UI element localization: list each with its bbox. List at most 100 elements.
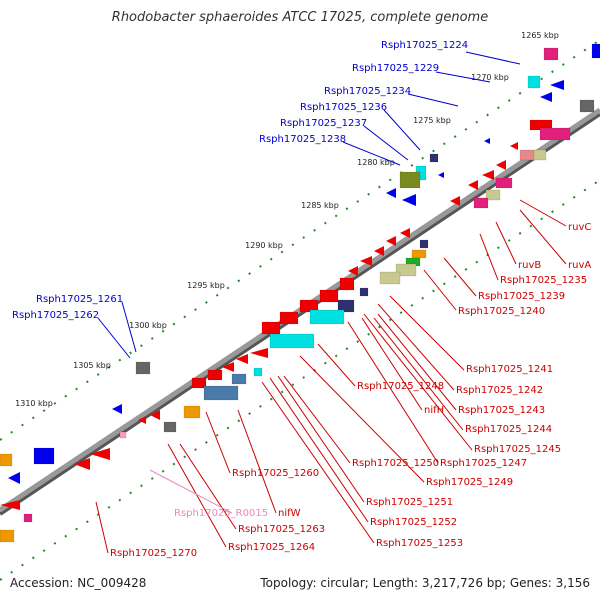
gene-feature-60 <box>386 188 396 198</box>
gene-feature-32 <box>222 362 234 372</box>
gene-label-rsph17025-1234: Rsph17025_1234 <box>324 86 411 97</box>
gene-label-ruvb: ruvB <box>518 260 541 271</box>
leader-rsph17025-1260 <box>205 411 231 474</box>
gene-label-rsph17025-1250: Rsph17025_1250 <box>352 458 439 469</box>
gene-feature-19 <box>395 263 417 277</box>
gene-feature-4 <box>510 142 518 150</box>
gene-label-rsph17025-1252: Rsph17025_1252 <box>370 517 457 528</box>
position-label-1280-kbp: 1280 kbp <box>357 158 395 167</box>
gene-feature-3 <box>533 149 547 161</box>
gene-feature-25 <box>279 311 299 325</box>
gene-label-ruva: ruvA <box>568 260 591 271</box>
leader-rsph17025-1253 <box>261 381 375 544</box>
gene-label-rsph17025-1229: Rsph17025_1229 <box>352 63 439 74</box>
leader-rsph17025-1240 <box>423 269 457 311</box>
gene-label-rsph17025-1260: Rsph17025_1260 <box>232 468 319 479</box>
gene-feature-50 <box>543 47 559 61</box>
gene-label-rsph17025-1239: Rsph17025_1239 <box>478 291 565 302</box>
map-title: Rhodobacter sphaeroides ATCC 17025, comp… <box>111 10 489 25</box>
gene-feature-7 <box>468 180 478 190</box>
gene-feature-38 <box>253 367 263 377</box>
leader-rsph17025-1264 <box>167 443 227 548</box>
gene-label-nifh: nifH <box>424 405 444 416</box>
gene-feature-22 <box>339 277 355 291</box>
leader-rsph17025-1224 <box>465 51 521 65</box>
gene-feature-2 <box>519 149 537 161</box>
position-label-1300-kbp: 1300 kbp <box>129 321 167 330</box>
position-label-1295-kbp: 1295 kbp <box>187 281 225 290</box>
gene-feature-13 <box>386 236 396 246</box>
leader-ruvc <box>519 199 567 227</box>
gene-feature-23 <box>319 289 339 303</box>
gene-feature-26 <box>261 321 281 335</box>
gene-feature-17 <box>411 249 427 259</box>
leader-ruvb <box>495 221 517 265</box>
position-label-1290-kbp: 1290 kbp <box>245 241 283 250</box>
gene-feature-48 <box>0 529 15 543</box>
gene-feature-49 <box>359 287 369 297</box>
gene-feature-51 <box>527 75 541 89</box>
gene-feature-10 <box>473 197 489 209</box>
gene-label-rsph17025-1244: Rsph17025_1244 <box>465 424 552 435</box>
gene-feature-46 <box>0 500 20 510</box>
leader-rsph17025-1234 <box>407 93 459 107</box>
gene-feature-66 <box>579 99 595 113</box>
leader-rsph17025-1248 <box>317 343 356 387</box>
gene-feature-21 <box>419 239 429 249</box>
gene-feature-41 <box>138 416 146 424</box>
position-label-1265-kbp: 1265 kbp <box>521 31 559 40</box>
gene-feature-34 <box>191 377 207 389</box>
gene-feature-61 <box>438 172 444 178</box>
gene-label-rsph17025-1241: Rsph17025_1241 <box>466 364 553 375</box>
gene-feature-30 <box>250 348 268 358</box>
gene-feature-43 <box>90 448 110 460</box>
gene-label-rsph17025-1270: Rsph17025_1270 <box>110 548 197 559</box>
gene-label-rsph17025-1264: Rsph17025_1264 <box>228 542 315 553</box>
gene-feature-12 <box>400 228 410 238</box>
gene-feature-40 <box>150 410 160 420</box>
gene-label-rsph17025-r0015: Rsph17025_R0015 <box>174 508 268 519</box>
gene-feature-53 <box>540 92 552 102</box>
leader-rsph17025-1237 <box>363 125 409 161</box>
leader-rsph17025-1251 <box>277 375 365 503</box>
leader-rsph17025-1252 <box>269 377 369 523</box>
gene-feature-14 <box>374 246 384 256</box>
gene-label-rsph17025-1240: Rsph17025_1240 <box>458 306 545 317</box>
leader-rsph17025-1244 <box>373 317 464 431</box>
gene-label-rsph17025-1236: Rsph17025_1236 <box>300 102 387 113</box>
leader-rsph17025-r0015 <box>149 469 233 514</box>
gene-label-rsph17025-1261: Rsph17025_1261 <box>36 294 123 305</box>
leader-rsph17025-1247 <box>347 321 439 464</box>
gene-feature-11 <box>450 196 460 206</box>
gene-feature-9 <box>485 189 501 201</box>
leader-nifh <box>361 317 423 411</box>
gene-label-rsph17025-1224: Rsph17025_1224 <box>381 40 468 51</box>
gene-feature-37 <box>183 405 201 419</box>
gene-feature-36 <box>203 385 239 401</box>
leader-rsph17025-1238 <box>342 141 401 166</box>
leader-rsph17025-1245 <box>363 313 473 451</box>
gene-label-rsph17025-1243: Rsph17025_1243 <box>458 405 545 416</box>
gene-feature-59 <box>402 194 416 206</box>
inner-tick-track <box>0 179 600 581</box>
leader-rsph17025-1239 <box>443 257 477 297</box>
gene-feature-16 <box>348 266 358 276</box>
position-label-1270-kbp: 1270 kbp <box>471 73 509 82</box>
gene-feature-5 <box>496 160 506 170</box>
gene-label-rsph17025-1263: Rsph17025_1263 <box>238 524 325 535</box>
gene-feature-35 <box>231 373 247 385</box>
gene-feature-54 <box>591 43 600 59</box>
leader-rsph17025-1261 <box>121 301 137 353</box>
gene-feature-64 <box>33 447 55 465</box>
leader-rsph17025-1236 <box>383 109 421 151</box>
gene-feature-6 <box>482 170 494 180</box>
gene-label-rsph17025-1238: Rsph17025_1238 <box>259 134 346 145</box>
position-label-1310-kbp: 1310 kbp <box>15 399 53 408</box>
gene-label-rsph17025-1242: Rsph17025_1242 <box>456 385 543 396</box>
gene-feature-65 <box>8 472 20 484</box>
gene-label-rsph17025-1249: Rsph17025_1249 <box>426 477 513 488</box>
gene-feature-39 <box>163 421 177 433</box>
gene-label-rsph17025-1235: Rsph17025_1235 <box>500 275 587 286</box>
gene-label-nifw: nifW <box>278 508 301 519</box>
